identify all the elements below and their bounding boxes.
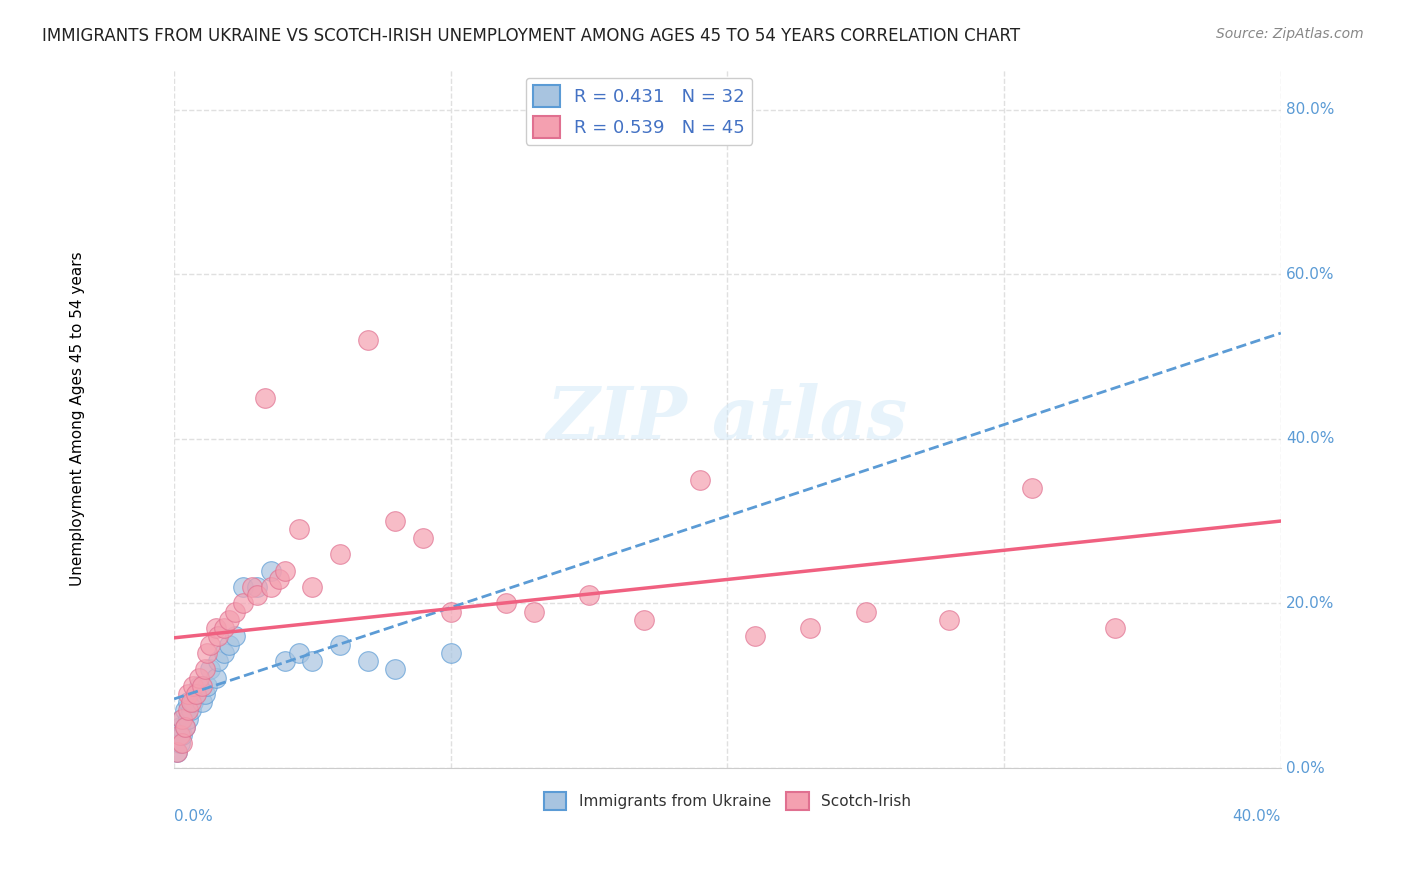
Point [180, 695, 202, 709]
Point [855, 605, 877, 619]
Point [1104, 621, 1126, 635]
Point [188, 671, 211, 685]
Point [207, 654, 229, 668]
Point [799, 621, 821, 635]
Point [169, 736, 191, 750]
Point [172, 728, 194, 742]
Point [204, 671, 226, 685]
Point [198, 662, 221, 676]
Point [1021, 481, 1043, 495]
Text: 40.0%: 40.0% [1286, 432, 1334, 446]
Point [188, 679, 211, 693]
Point [218, 613, 240, 627]
Text: 60.0%: 60.0% [1286, 267, 1334, 282]
Point [744, 629, 766, 643]
Point [174, 720, 197, 734]
Text: 0.0%: 0.0% [1286, 761, 1324, 775]
Point [193, 687, 215, 701]
Point [193, 662, 215, 676]
Point [412, 531, 434, 545]
Text: Unemployment Among Ages 45 to 54 years: Unemployment Among Ages 45 to 54 years [70, 251, 84, 586]
Point [260, 580, 283, 594]
Point [195, 646, 218, 660]
Point [254, 391, 277, 405]
Point [329, 547, 352, 561]
Point [198, 638, 221, 652]
Point [166, 745, 188, 759]
Text: 20.0%: 20.0% [1286, 596, 1334, 611]
Text: ZIP atlas: ZIP atlas [547, 383, 908, 454]
Point [172, 712, 194, 726]
Point [169, 720, 191, 734]
Point [274, 564, 297, 578]
Point [177, 703, 200, 717]
Text: 0.0%: 0.0% [174, 809, 212, 824]
Point [224, 629, 246, 643]
Point [440, 646, 463, 660]
Point [218, 638, 240, 652]
Point [174, 720, 197, 734]
Point [384, 662, 406, 676]
Point [260, 564, 283, 578]
Point [633, 613, 655, 627]
Point [301, 580, 323, 594]
Point [186, 687, 208, 701]
Point [224, 605, 246, 619]
Point [523, 605, 546, 619]
Point [357, 654, 380, 668]
Point [287, 646, 309, 660]
Point [246, 588, 269, 602]
Point [329, 638, 352, 652]
Point [186, 687, 208, 701]
Point [269, 572, 291, 586]
Point [938, 613, 960, 627]
Point [232, 580, 254, 594]
Point [204, 621, 226, 635]
Point [172, 736, 194, 750]
Legend: Immigrants from Ukraine, Scotch-Irish: Immigrants from Ukraine, Scotch-Irish [537, 786, 918, 816]
Point [287, 523, 309, 537]
Point [183, 695, 205, 709]
Point [174, 703, 197, 717]
Point [212, 646, 235, 660]
Point [169, 728, 191, 742]
Point [357, 333, 380, 347]
Point [384, 514, 406, 528]
Point [190, 695, 212, 709]
Point [207, 629, 229, 643]
Point [177, 712, 200, 726]
Point [180, 703, 202, 717]
Point [274, 654, 297, 668]
Point [578, 588, 600, 602]
Point [240, 580, 263, 594]
Text: 40.0%: 40.0% [1233, 809, 1281, 824]
Text: 80.0%: 80.0% [1286, 103, 1334, 117]
Point [183, 679, 205, 693]
Point [689, 473, 711, 487]
Point [190, 679, 212, 693]
Point [166, 745, 188, 759]
Point [440, 605, 463, 619]
Point [177, 687, 200, 701]
Text: Source: ZipAtlas.com: Source: ZipAtlas.com [1216, 27, 1364, 41]
Point [301, 654, 323, 668]
Point [232, 597, 254, 611]
Point [177, 695, 200, 709]
Point [495, 597, 517, 611]
Point [195, 679, 218, 693]
Point [172, 712, 194, 726]
Point [246, 580, 269, 594]
Point [212, 621, 235, 635]
Text: IMMIGRANTS FROM UKRAINE VS SCOTCH-IRISH UNEMPLOYMENT AMONG AGES 45 TO 54 YEARS C: IMMIGRANTS FROM UKRAINE VS SCOTCH-IRISH … [42, 27, 1021, 45]
